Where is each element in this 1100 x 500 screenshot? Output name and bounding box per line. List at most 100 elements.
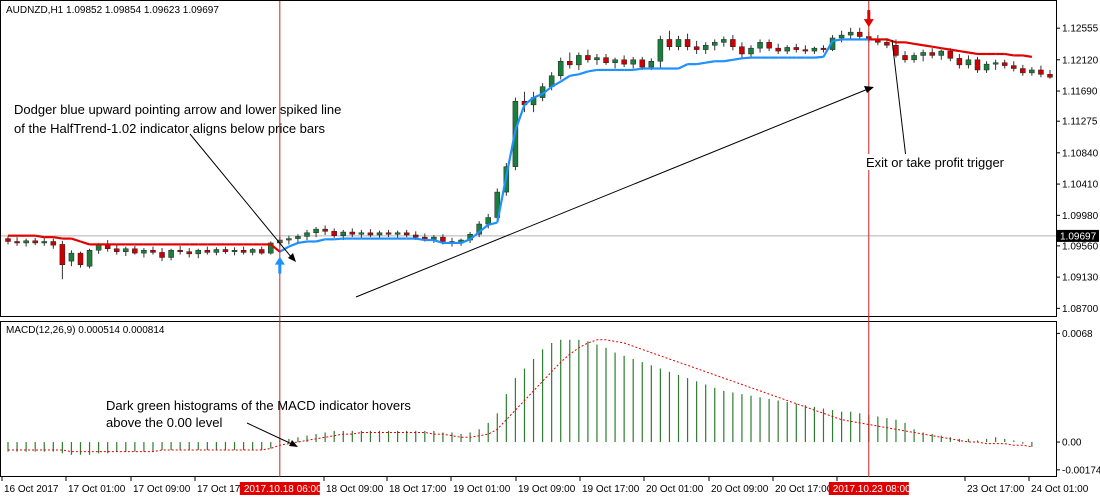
halftrend-segment [587,68,598,73]
candle-body [32,240,38,244]
candles-group [5,27,1053,280]
halftrend-segment [904,41,915,45]
candle-body [992,62,999,65]
candle-body [585,55,591,61]
candle-body [23,240,29,244]
candle-body [757,42,763,49]
candle-body [893,45,899,56]
entry-annotation-pointer-head [288,253,296,262]
candle-body [911,55,917,61]
macd-panel[interactable] [0,321,1057,477]
price-tick-label: 1.11275 [1062,117,1098,128]
price-tick-label: 1.11690 [1062,87,1098,98]
candle-body [594,57,600,61]
candle-body [884,42,890,46]
time-tick-label: 17 Oct 09:00 [133,484,191,495]
candle-body [693,46,700,50]
time-tick-label: 19 Oct 09:00 [518,484,576,495]
candle-body [1047,74,1053,78]
candle-body [249,249,256,253]
halftrend-line [8,38,1033,253]
halftrend-segment [1004,52,1014,57]
candle-body [775,47,781,52]
candle-body [268,242,274,254]
candle-body [621,59,627,65]
halftrend-segment [551,80,562,88]
halftrend-segment [541,85,553,95]
time-axis: 16 Oct 2017 17 Oct 01:00 17 Oct 09:00 17 Oc… [1,477,1089,495]
halftrend-segment [696,61,706,66]
candle-body [340,231,347,236]
candle-body [59,244,66,266]
halftrend-segment [496,175,508,223]
candle-body [956,58,963,66]
exit-annotation-bg [862,154,1012,170]
candle-body [204,249,211,253]
time-tick-label: 24 Oct 01:00 [1031,484,1089,495]
candle-body [41,241,47,244]
candle-body [902,55,908,61]
candle-body [440,236,446,242]
candle-body [349,231,356,235]
candle-body [86,249,93,267]
candle-body [358,232,365,235]
candle-body [150,249,156,253]
candle-body [68,252,75,262]
candle-body [938,50,945,56]
exit-annotation-text: Exit or take profit trigger [866,155,1005,170]
candle-body [50,241,57,246]
halftrend-segment [732,57,743,61]
entry-annotation-line1: Dodger blue upward pointing arrow and lo… [14,102,341,117]
candle-body [721,39,727,43]
entry-date-tag-label: 2017.10.18 06:00 [244,484,322,495]
price-tick-label: 1.09980 [1062,211,1099,222]
candle-body [802,49,809,52]
candle-body [1011,65,1017,69]
candle-body [123,248,129,252]
macd-panel-header: MACD(12,26,9) 0.000514 0.000814 [6,325,165,336]
halftrend-segment [569,73,580,77]
candle-body [567,60,573,66]
time-tick-label: 17 Oct 17:00 [197,484,255,495]
halftrend-segment [814,55,824,59]
candle-body [14,241,20,244]
candle-body [213,249,220,253]
candle-body [730,39,736,47]
candle-body [1029,69,1035,74]
price-tick-label: 1.12120 [1062,55,1099,66]
halftrend-segment [415,237,425,242]
halftrend-segment [886,38,897,44]
exit-annotation-pointer [891,39,907,159]
halftrend-segment [334,237,344,241]
halftrend-segment [633,67,643,72]
candle-body [322,228,328,232]
halftrend-segment [478,223,489,233]
halftrend-segment [950,48,960,53]
candle-body [657,39,664,62]
candle-body [702,45,709,50]
candle-body [684,39,691,47]
candle-body [648,60,655,68]
time-tick-label: 23 Oct 17:00 [967,484,1025,495]
halftrend-segment [941,47,951,51]
halftrend-segment [741,56,752,60]
candle-body [313,228,319,234]
candle-body [385,232,392,235]
candle-body [630,59,636,65]
candle-body [675,39,682,47]
time-tick-label: 20 Oct 01:00 [646,484,704,495]
candle-body [240,249,247,253]
exit-date-tag [828,482,909,495]
candle-body [231,249,238,252]
halftrend-segment [1022,54,1033,58]
halftrend-segment [297,240,308,245]
candle-body [141,249,147,254]
candle-body [847,31,854,36]
halftrend-segment [35,234,45,239]
halftrend-segment [578,70,589,76]
candle-body [557,60,564,77]
halftrend-segment [315,238,326,243]
